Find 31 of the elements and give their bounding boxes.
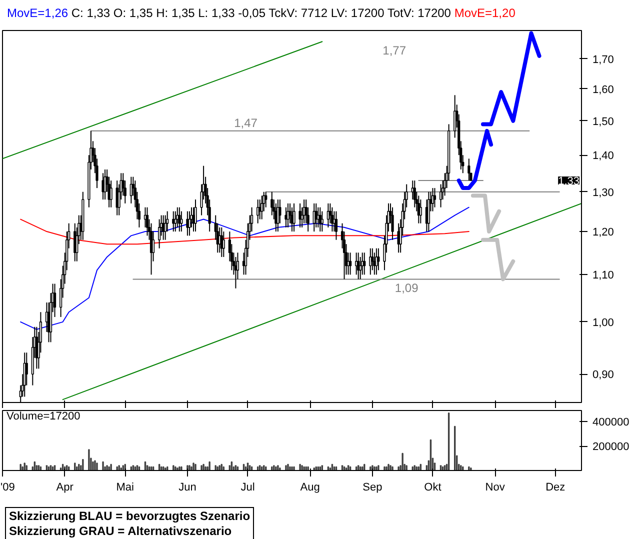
- y-tick-label: 0,90: [592, 369, 614, 382]
- chart-title: Volume=17200: [6, 410, 80, 422]
- x-tick-label: Okt: [424, 482, 442, 494]
- annotation: 1,09: [394, 281, 419, 296]
- y-tick-label: 1,10: [592, 270, 614, 282]
- y-tick-label: 1,00: [592, 316, 614, 329]
- x-tick-label: Mai: [116, 482, 134, 494]
- x-tick-label: Apr: [56, 482, 74, 494]
- x-tick-label: '09: [0, 482, 15, 494]
- y-tick-label: 400000: [592, 416, 630, 429]
- x-tick-label: Jul: [240, 482, 255, 494]
- x-tick-label: Aug: [300, 482, 320, 494]
- text: MovE=1,20: [454, 6, 516, 20]
- text: Skizzierung GRAU = Alternativszenario: [9, 524, 232, 538]
- y-tick-label: 1,40: [592, 150, 614, 162]
- annotation: 1,47: [234, 116, 258, 130]
- y-tick-label: 1,70: [592, 54, 614, 66]
- y-tick-label: 1,50: [592, 116, 614, 128]
- text: Skizzierung BLAU = bevorzugtes Szenario: [9, 509, 250, 523]
- text: MovE=1,26: [7, 6, 68, 20]
- x-tick-label: Dez: [546, 482, 566, 494]
- y-tick-label: 1,30: [592, 186, 614, 199]
- y-tick-label: 200000: [592, 441, 630, 454]
- x-tick-label: Nov: [485, 482, 506, 494]
- x-tick-label: Jun: [178, 482, 196, 494]
- y-tick-label: 1,20: [592, 226, 614, 239]
- annotation: 1,33: [558, 176, 580, 188]
- y-tick-label: 1,60: [592, 84, 614, 96]
- x-tick-label: Sep: [362, 482, 382, 494]
- chart-title: C: 1,33 O: 1,35 H: 1,35 L: 1,33 -0,05 TckV: 7712 LV: 17200 TotV: 17200: [71, 6, 451, 20]
- annotation: 1,77: [382, 44, 406, 58]
